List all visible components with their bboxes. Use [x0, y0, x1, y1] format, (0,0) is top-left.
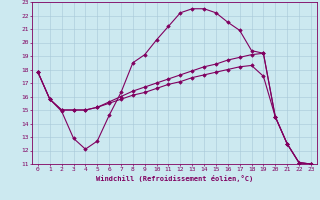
- X-axis label: Windchill (Refroidissement éolien,°C): Windchill (Refroidissement éolien,°C): [96, 175, 253, 182]
